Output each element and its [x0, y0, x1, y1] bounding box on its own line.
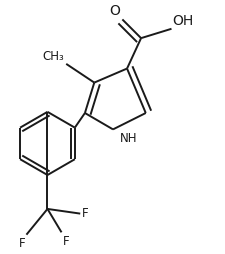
Text: F: F — [81, 207, 88, 220]
Text: CH₃: CH₃ — [42, 50, 64, 63]
Text: O: O — [109, 4, 119, 18]
Text: NH: NH — [119, 132, 137, 145]
Text: OH: OH — [172, 14, 193, 28]
Text: F: F — [18, 237, 25, 250]
Text: F: F — [62, 235, 69, 248]
